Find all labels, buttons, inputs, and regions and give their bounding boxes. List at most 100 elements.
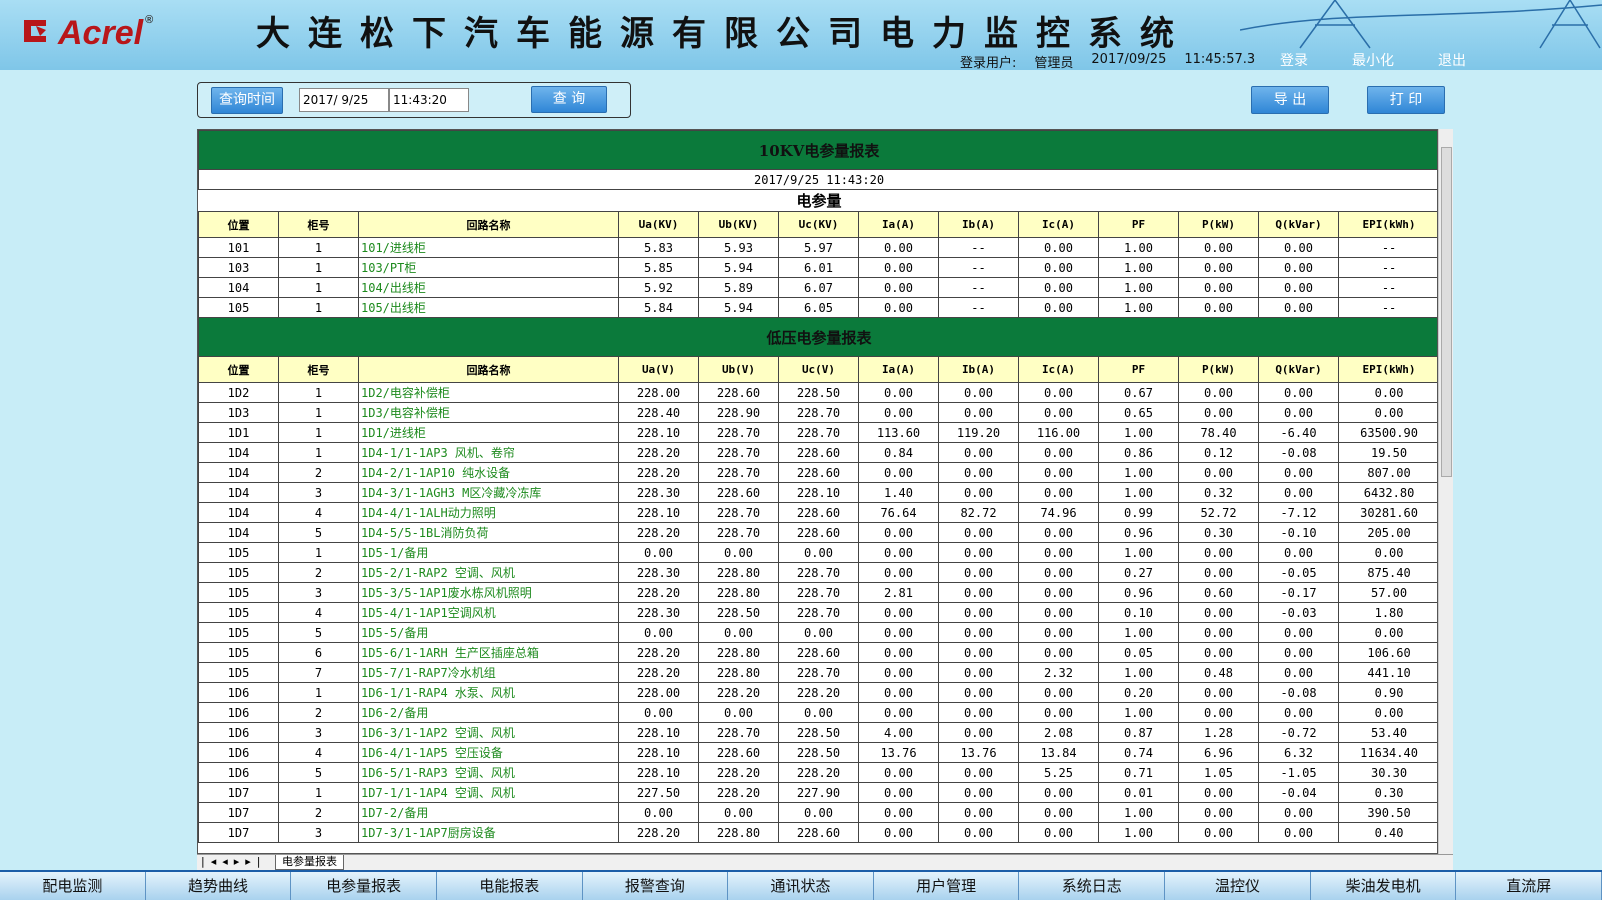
cell: 63500.90: [1337, 422, 1437, 443]
cell: 0.00: [938, 782, 1019, 803]
cell: 0.60: [1178, 582, 1259, 603]
cell: 0.00: [618, 622, 699, 643]
print-button[interactable]: 打 印: [1367, 86, 1445, 114]
tab-arrows[interactable]: |◂◂▸▸|: [201, 855, 267, 868]
cell: 1D5: [198, 662, 279, 683]
circuit-name: 1D6-2/备用: [358, 702, 619, 723]
cell: 0.00: [1178, 382, 1259, 403]
cell: 228.20: [698, 682, 779, 703]
column-header: Ub(KV): [698, 211, 779, 238]
cell: 1.00: [1098, 802, 1179, 823]
scrollbar[interactable]: [1438, 129, 1453, 854]
cell: 0.00: [1178, 462, 1259, 483]
minimize-button[interactable]: 最小化: [1352, 53, 1394, 69]
cell: 0.00: [1018, 582, 1099, 603]
cell: 0.00: [858, 702, 939, 723]
data-row: 101 1 101/进线柜 5.83 5.93 5.97 0.00 -- 0.00 1.00 0.0…: [198, 237, 1437, 258]
cell: 227.90: [778, 782, 859, 803]
cell: 0.00: [858, 622, 939, 643]
cell: 0.00: [938, 562, 1019, 583]
cell: 0.00: [1258, 622, 1339, 643]
date-input[interactable]: 2017/ 9/25: [299, 88, 389, 112]
cell: 1.00: [1098, 482, 1179, 503]
cell: 1: [278, 442, 359, 463]
cell: 13.84: [1018, 742, 1099, 763]
cell: 0.00: [1337, 622, 1437, 643]
logo-text: Acrel: [58, 14, 144, 52]
export-button[interactable]: 导 出: [1251, 86, 1329, 114]
circuit-name: 1D1/进线柜: [358, 422, 619, 443]
nav-item[interactable]: 柴油发电机: [1311, 872, 1457, 900]
nav-item[interactable]: 用户管理: [874, 872, 1020, 900]
nav-item[interactable]: 趋势曲线: [146, 872, 292, 900]
cell: 0.00: [858, 602, 939, 623]
cell: 0.00: [858, 297, 939, 318]
cell: 0.00: [778, 622, 859, 643]
column-header: Ua(V): [618, 356, 699, 383]
cell: 228.10: [778, 482, 859, 503]
cell: --: [938, 277, 1019, 298]
query-time-button[interactable]: 查询时间: [211, 87, 283, 114]
cell: 228.10: [618, 502, 699, 523]
cell: 0.00: [938, 402, 1019, 423]
cell: --: [1337, 277, 1437, 298]
cell: 52.72: [1178, 502, 1259, 523]
column-header: Ib(A): [938, 211, 1019, 238]
nav-item[interactable]: 通讯状态: [728, 872, 874, 900]
exit-button[interactable]: 退出: [1438, 53, 1466, 69]
cell: 82.72: [938, 502, 1019, 523]
report-title-row: 10KV电参量报表: [198, 130, 1437, 170]
cell: 0.00: [1178, 562, 1259, 583]
sheet-tab[interactable]: 电参量报表: [275, 855, 344, 870]
scroll-thumb[interactable]: [1441, 147, 1452, 477]
data-row: 1D4 3 1D4-3/1-1AGH3 M区冷藏冷冻库 228.30 228.60 228…: [198, 482, 1437, 503]
circuit-name: 1D6-4/1-1AP5 空压设备: [358, 742, 619, 763]
report-title: 低压电参量报表: [198, 317, 1437, 357]
cell: 228.80: [698, 822, 779, 843]
column-header: Uc(KV): [778, 211, 859, 238]
nav-item[interactable]: 直流屏: [1456, 872, 1602, 900]
column-header: PF: [1098, 356, 1179, 383]
time-input[interactable]: 11:43:20: [389, 88, 469, 112]
cell: 3: [278, 582, 359, 603]
cell: 57.00: [1337, 582, 1437, 603]
search-button[interactable]: 查 询: [531, 86, 607, 113]
cell: 1D7: [198, 802, 279, 823]
cell: 228.20: [778, 762, 859, 783]
cell: 0.00: [1178, 602, 1259, 623]
login-button[interactable]: 登录: [1280, 53, 1308, 69]
nav-item[interactable]: 温控仪: [1165, 872, 1311, 900]
cell: 13.76: [858, 742, 939, 763]
logo: Acrel ®: [22, 14, 153, 53]
cell: 0.00: [1258, 277, 1339, 298]
nav-item[interactable]: 电能报表: [437, 872, 583, 900]
cell: 0.00: [1337, 382, 1437, 403]
cell: 1.00: [1098, 462, 1179, 483]
cell: 0.00: [858, 822, 939, 843]
cell: 0.00: [1018, 482, 1099, 503]
cell: 0.84: [858, 442, 939, 463]
cell: 30281.60: [1337, 502, 1437, 523]
column-header: 柜号: [278, 356, 359, 383]
cell: 1D6: [198, 682, 279, 703]
cell: 0.65: [1098, 402, 1179, 423]
nav-item[interactable]: 系统日志: [1019, 872, 1166, 900]
data-row: 1D5 7 1D5-7/1-RAP7冷水机组 228.20 228.80 228.70 0.…: [198, 662, 1437, 683]
nav-item[interactable]: 电参量报表: [291, 872, 437, 900]
cell: 0.00: [1018, 822, 1099, 843]
cell: 6.01: [778, 257, 859, 278]
nav-item[interactable]: 配电监测: [0, 872, 146, 900]
cell: -0.08: [1258, 682, 1339, 703]
circuit-name: 1D4-2/1-1AP10 纯水设备: [358, 462, 619, 483]
nav-item[interactable]: 报警查询: [583, 872, 729, 900]
circuit-name: 1D4-1/1-1AP3 风机、卷帘: [358, 442, 619, 463]
cell: 0.86: [1098, 442, 1179, 463]
cell: 0.00: [1258, 257, 1339, 278]
column-header: EPI(kWh): [1337, 211, 1437, 238]
cell: 4: [278, 602, 359, 623]
cell: 0.00: [858, 642, 939, 663]
cell: 0.48: [1178, 662, 1259, 683]
circuit-name: 104/出线柜: [358, 277, 619, 298]
sheet-tabs: |◂◂▸▸| 电参量报表: [197, 854, 1453, 870]
cell: 1.00: [1098, 297, 1179, 318]
